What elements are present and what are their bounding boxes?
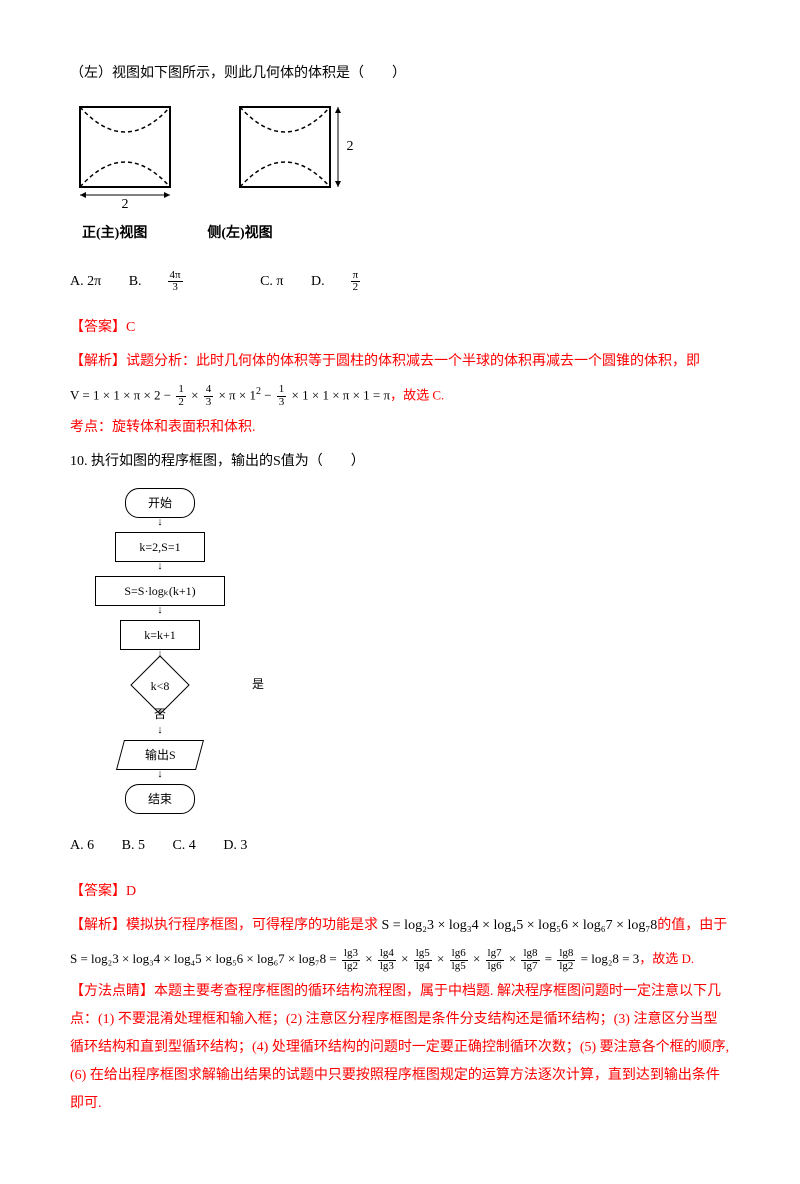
q9-optB: B. 4π3 xyxy=(129,268,233,296)
q9-optD: D. π2 xyxy=(311,268,410,296)
fc-inc: k=k+1 xyxy=(120,620,200,650)
q10-optB: B. 5 xyxy=(122,832,145,860)
fc-out: 输出S xyxy=(116,740,204,770)
fc-yes: 是 xyxy=(252,672,264,696)
q10-optD: D. 3 xyxy=(223,832,247,860)
views-row: 2 2 xyxy=(70,102,730,212)
flowchart: 开始 ↓ k=2,S=1 ↓ S=S·logₖ(k+1) ↓ k=k+1 ↓ k… xyxy=(70,488,250,814)
fc-body: S=S·logₖ(k+1) xyxy=(95,576,225,606)
front-view-svg: 2 xyxy=(70,102,190,212)
front-view-label: 正(主)视图 xyxy=(82,220,147,248)
fc-end: 结束 xyxy=(125,784,195,814)
side-view-svg: 2 xyxy=(230,102,360,212)
q10-optC: C. 4 xyxy=(172,832,195,860)
view-labels: 正(主)视图 侧(左)视图 xyxy=(82,220,730,248)
q10-step-chain: S = log₂3 × log₃4 × log₄5 × log₅6 × log₆… xyxy=(70,946,730,972)
q9-intro: （左）视图如下图所示，则此几何体的体积是（ ） xyxy=(70,60,730,88)
side-view-label: 侧(左)视图 xyxy=(207,220,272,248)
q10-answer: 【答案】D xyxy=(70,878,730,906)
left-dim: 2 xyxy=(122,197,129,212)
q10-options: A. 6 B. 5 C. 4 D. 3 xyxy=(70,832,730,860)
q10-analysis-1: 【解析】模拟执行程序框图，可得程序的功能是求 S = log₂3 × log₃4… xyxy=(70,912,730,940)
fc-cond: k<8 xyxy=(70,674,250,698)
q9-options: A. 2π B. 4π3 C. π D. π2 xyxy=(70,268,730,296)
q10-stem: 10. 执行如图的程序框图，输出的S值为（ ） xyxy=(70,448,730,476)
q9-formula: V = 1 × 1 × π × 2 − 12 × 43 × π × 12 − 1… xyxy=(70,382,730,408)
right-dim: 2 xyxy=(347,139,354,154)
q10-tips: 【方法点睛】本题主要考查程序框图的循环结构流程图，属于中档题. 解决程序框图问题… xyxy=(70,978,730,1118)
q10-optA: A. 6 xyxy=(70,832,94,860)
fc-init: k=2,S=1 xyxy=(115,532,205,562)
fc-cond-wrap: k<8 是 xyxy=(70,664,250,702)
q9-analysis: 【解析】试题分析：此时几何体的体积等于圆柱的体积减去一个半球的体积再减去一个圆锥… xyxy=(70,348,730,376)
q9-optA: A. 2π xyxy=(70,268,101,296)
fc-start: 开始 xyxy=(125,488,195,518)
q9-answer: 【答案】C xyxy=(70,314,730,342)
q9-kaodian: 考点：旋转体和表面积和体积. xyxy=(70,414,730,442)
q9-optC: C. π xyxy=(260,268,283,296)
